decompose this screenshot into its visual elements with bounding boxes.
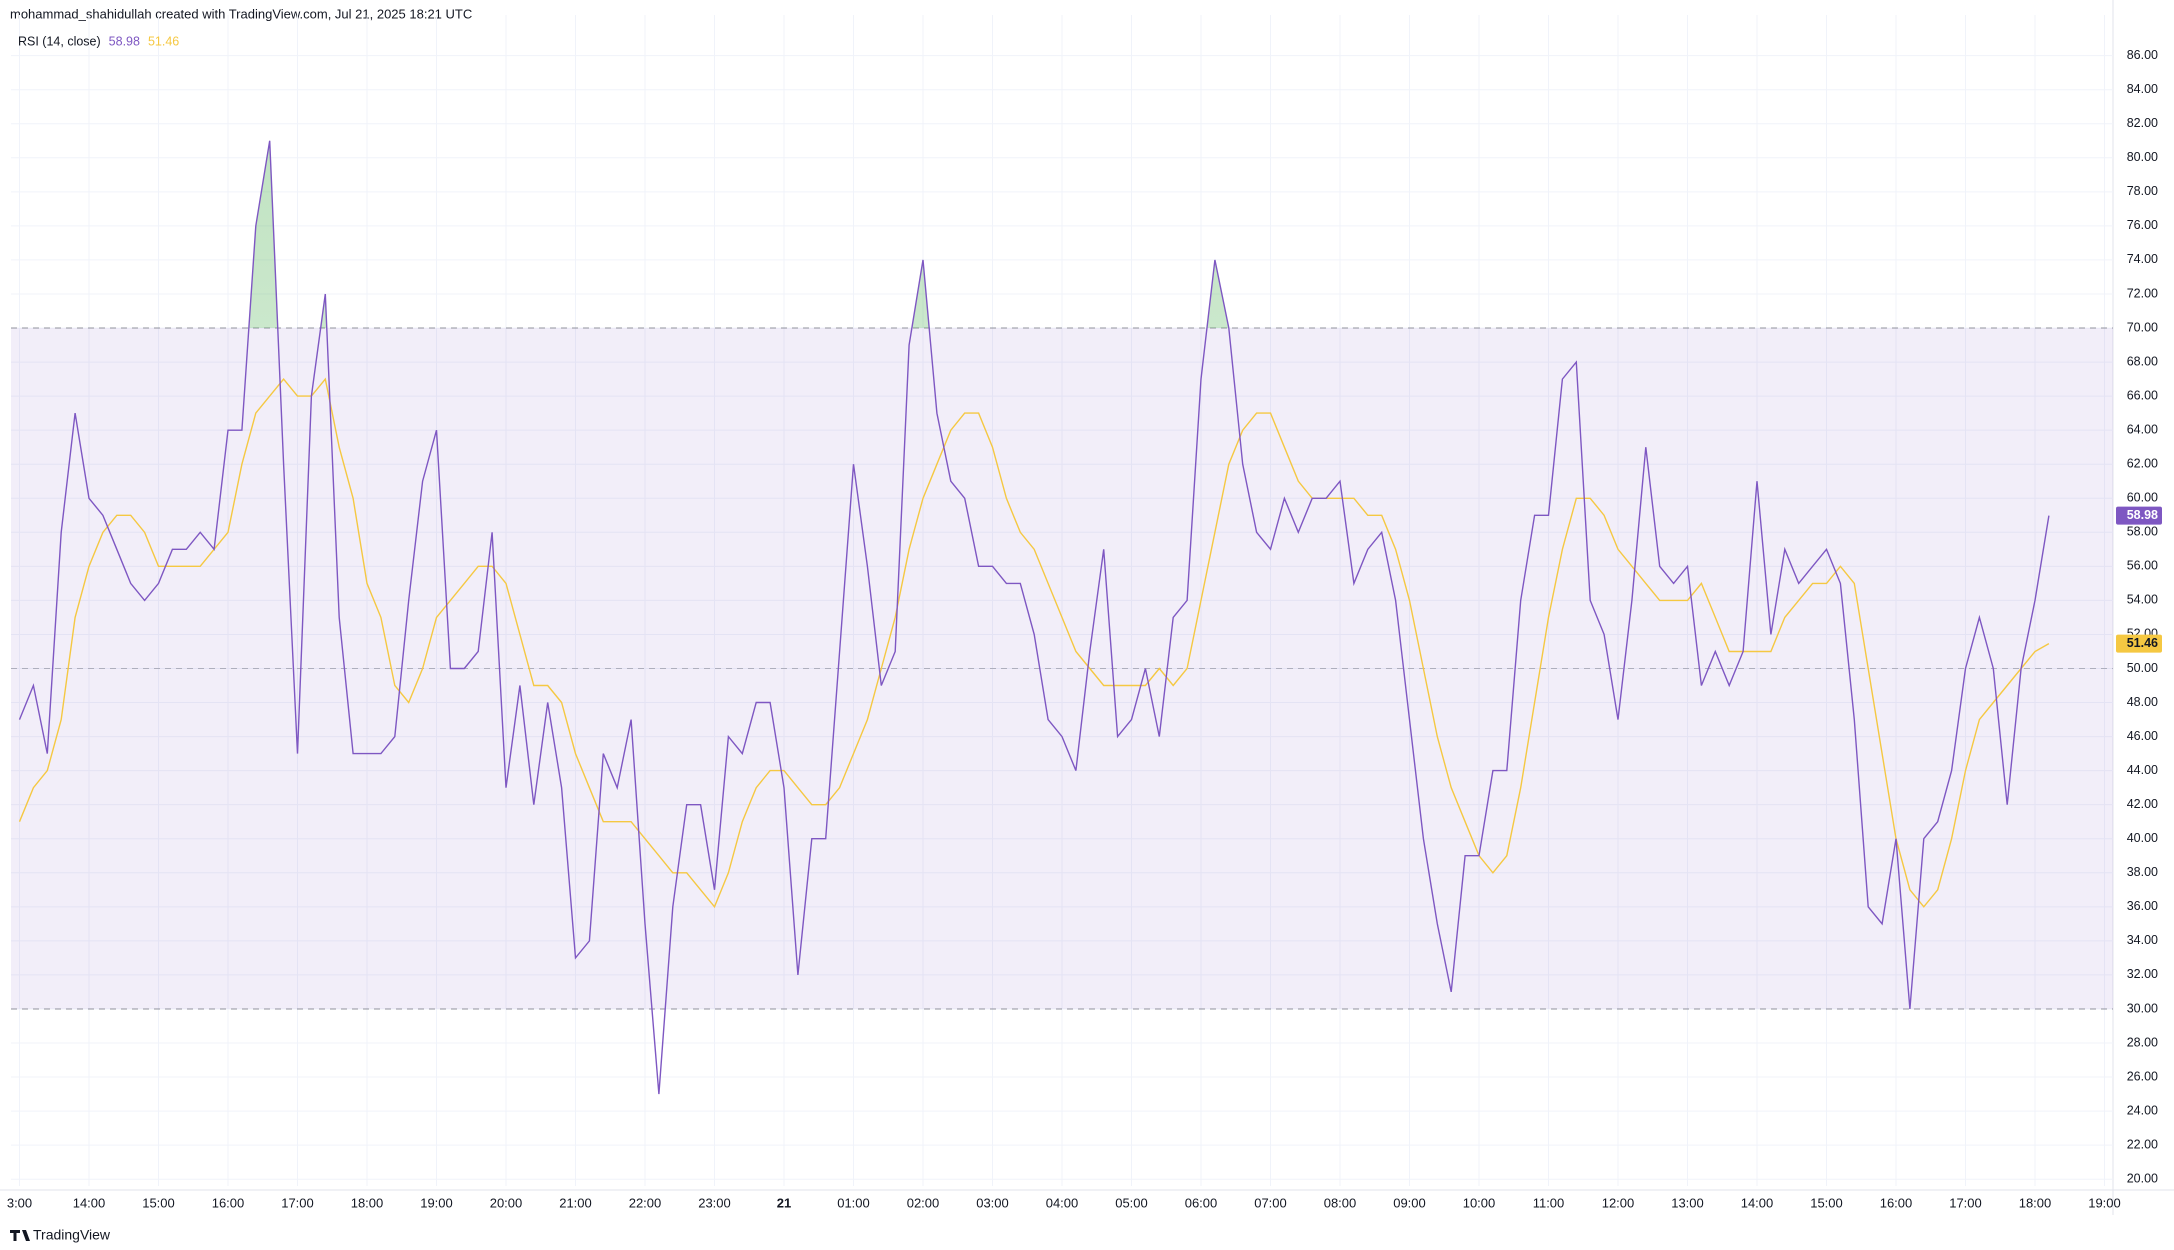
plot: 20.00 22.00 24.00 26.00 28.00 30.00 32.00 34.00…: [0, 0, 2174, 1215]
last-value-label: 58.98: [2127, 508, 2158, 522]
last-value-tag: [2116, 634, 2162, 653]
x-tick-label: 18:00: [351, 1195, 384, 1210]
y-tick-label: 56.00: [2127, 559, 2158, 573]
x-tick-label: 14:00: [1741, 1195, 1774, 1210]
logo-icon: [10, 1230, 30, 1241]
y-tick-label: 72.00: [2127, 286, 2158, 300]
x-tick-label: 14:00: [73, 1195, 106, 1210]
y-tick-label: 22.00: [2127, 1137, 2158, 1151]
y-tick-label: 78.00: [2127, 184, 2158, 198]
y-tick-label: 38.00: [2127, 865, 2158, 879]
x-tick-label: 03:00: [976, 1195, 1009, 1210]
series-line: [18, 377, 2050, 909]
x-tick-label: 17:00: [1949, 1195, 1982, 1210]
y-tick-label: 42.00: [2127, 797, 2158, 811]
x-tick-label: 21: [777, 1195, 791, 1210]
y-tick-label: 28.00: [2127, 1035, 2158, 1049]
x-tick-label: 04:00: [1046, 1195, 1079, 1210]
x-tick-label: 02:00: [907, 1195, 940, 1210]
footer-logo: [10, 1230, 30, 1241]
y-tick-label: 50.00: [2127, 661, 2158, 675]
x-tick-label: 12:00: [1602, 1195, 1635, 1210]
series-line: [18, 140, 2050, 1095]
x-tick-label: 15:00: [1810, 1195, 1843, 1210]
x-tick-label: 16:00: [212, 1195, 245, 1210]
y-tick-label: 84.00: [2127, 82, 2158, 96]
x-tick-label: 18:00: [2019, 1195, 2052, 1210]
y-tick-label: 46.00: [2127, 729, 2158, 743]
legend-title: RSI (14, close): [18, 34, 101, 48]
x-tick-label: 06:00: [1185, 1195, 1218, 1210]
y-tick-label: 54.00: [2127, 593, 2158, 607]
x-tick-label: 08:00: [1324, 1195, 1357, 1210]
x-tick-label: 07:00: [1254, 1195, 1287, 1210]
y-tick-label: 60.00: [2127, 491, 2158, 505]
x-tick-label: 15:00: [142, 1195, 175, 1210]
last-value-label: 51.46: [2127, 636, 2158, 650]
x-tick-label: 17:00: [281, 1195, 314, 1210]
y-tick-label: 70.00: [2127, 320, 2158, 334]
legend-value: 58.98: [109, 34, 140, 48]
y-tick-label: 26.00: [2127, 1069, 2158, 1083]
y-tick-label: 64.00: [2127, 422, 2158, 436]
y-tick-label: 74.00: [2127, 252, 2158, 266]
y-tick-label: 30.00: [2127, 1001, 2158, 1015]
y-tick-label: 24.00: [2127, 1103, 2158, 1117]
y-tick-label: 82.00: [2127, 116, 2158, 130]
x-tick-label: 09:00: [1393, 1195, 1426, 1210]
footer-brand: TradingView: [33, 1227, 111, 1243]
x-tick-label: 21:00: [559, 1195, 592, 1210]
x-tick-label: 3:00: [7, 1195, 32, 1210]
x-tick-label: 05:00: [1115, 1195, 1148, 1210]
x-tick-label: 01:00: [837, 1195, 870, 1210]
y-tick-label: 66.00: [2127, 388, 2158, 402]
y-tick-label: 44.00: [2127, 763, 2158, 777]
legend-value: 51.46: [148, 34, 179, 48]
x-tick-label: 20:00: [490, 1195, 523, 1210]
y-tick-label: 32.00: [2127, 967, 2158, 981]
y-tick-label: 34.00: [2127, 933, 2158, 947]
x-tick-label: 22:00: [629, 1195, 662, 1210]
y-tick-label: 68.00: [2127, 354, 2158, 368]
y-tick-label: 76.00: [2127, 218, 2158, 232]
x-tick-label: 13:00: [1671, 1195, 1704, 1210]
x-tick-label: 10:00: [1463, 1195, 1496, 1210]
y-tick-label: 58.00: [2127, 525, 2158, 539]
x-tick-label: 19:00: [420, 1195, 453, 1210]
y-tick-label: 36.00: [2127, 899, 2158, 913]
last-value-tag: [2116, 506, 2162, 525]
header: mohammad_shahidullah created with Tradin…: [10, 6, 472, 21]
y-tick-label: 62.00: [2127, 457, 2158, 471]
y-tick-label: 86.00: [2127, 48, 2158, 62]
y-tick-label: 48.00: [2127, 695, 2158, 709]
y-tick-label: 40.00: [2127, 831, 2158, 845]
y-tick-label: 80.00: [2127, 150, 2158, 164]
x-tick-label: 11:00: [1533, 1195, 1565, 1210]
x-tick-label: 16:00: [1880, 1195, 1913, 1210]
x-tick-label: 19:00: [2088, 1195, 2121, 1210]
x-tick-label: 23:00: [698, 1195, 731, 1210]
y-tick-label: 20.00: [2127, 1171, 2158, 1185]
